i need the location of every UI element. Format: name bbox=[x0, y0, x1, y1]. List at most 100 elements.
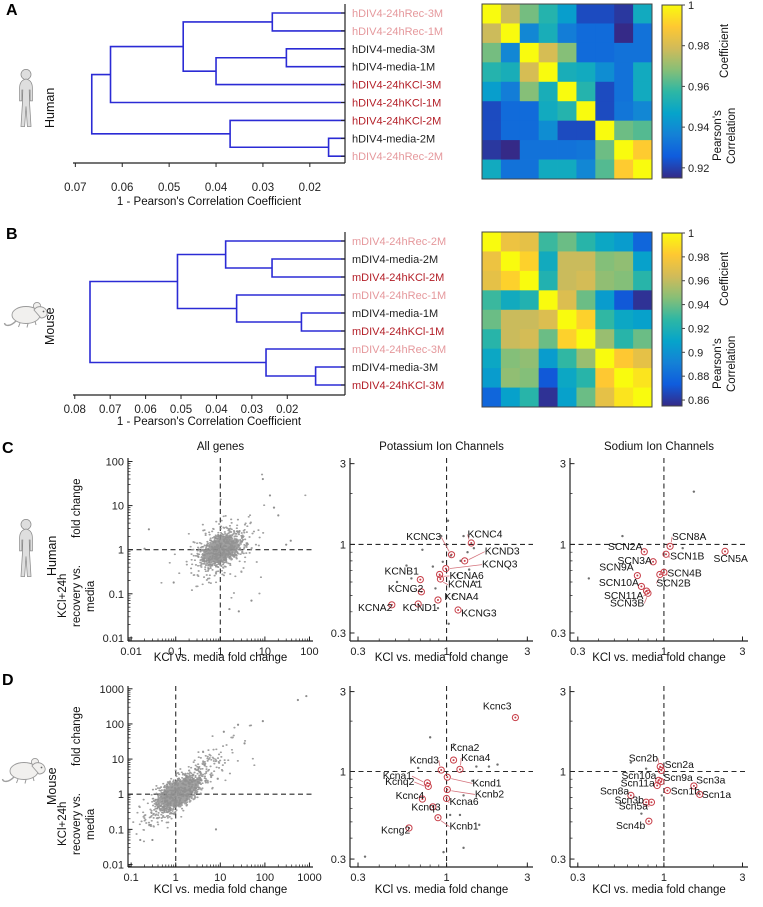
unlabeled-gene-point bbox=[452, 594, 455, 597]
heatmap-cell bbox=[595, 81, 615, 102]
gene-marker-dot bbox=[436, 816, 439, 819]
unlabeled-gene-point bbox=[475, 765, 478, 768]
x-tick-label: 1 bbox=[661, 872, 667, 884]
gene-label: Scn3a bbox=[696, 775, 725, 786]
heatmap-cell bbox=[576, 290, 596, 311]
unlabeled-gene-point bbox=[447, 622, 450, 625]
gene-label: KCNB1 bbox=[384, 566, 419, 577]
gene-label-connector bbox=[460, 757, 462, 766]
gene-label-connector bbox=[467, 534, 470, 540]
gene-marker-dot bbox=[444, 567, 447, 570]
heatmap-cell bbox=[576, 62, 596, 83]
y-tick-label: 1 bbox=[340, 539, 346, 551]
outlier-point bbox=[305, 694, 308, 698]
heatmap-cell bbox=[500, 140, 521, 160]
heatmap-cell bbox=[482, 4, 502, 24]
x-tick-label: 0.06 bbox=[111, 182, 133, 194]
yaxis-label-line2: fold change bbox=[71, 706, 83, 766]
gene-marker-dot bbox=[645, 801, 648, 804]
heatmap-cell bbox=[595, 387, 615, 408]
gene-marker bbox=[640, 548, 648, 556]
gene-label: KCNG3 bbox=[461, 609, 497, 620]
x-tick-label: 1 bbox=[173, 872, 179, 884]
gene-marker bbox=[657, 778, 665, 786]
heatmap-cell bbox=[595, 368, 615, 388]
x-tick-label: 10 bbox=[214, 872, 226, 884]
unlabeled-gene-point bbox=[587, 577, 591, 580]
x-tick-label: 0.1 bbox=[123, 872, 138, 884]
heatmap-cell bbox=[576, 159, 596, 180]
gene-label: Kcnc4 bbox=[396, 791, 425, 802]
heatmap-cell bbox=[633, 251, 653, 272]
heatmap-cell bbox=[633, 4, 653, 24]
gene-marker bbox=[442, 565, 450, 573]
heatmap-cell bbox=[576, 42, 596, 63]
gene-label: KCNA6 bbox=[449, 571, 484, 582]
unlabeled-gene-point bbox=[440, 534, 443, 538]
human-all-genes-scatter: 0.01 0.1 1 10 100 100 10 1 0.1 0.01 bbox=[103, 456, 319, 658]
leaf-label: mDIV4-24hRec-1M bbox=[352, 290, 446, 302]
gene-marker bbox=[437, 766, 445, 774]
outlier-point bbox=[268, 494, 272, 497]
heatmap-cell bbox=[500, 42, 521, 63]
mouse-dendrogram: 0.08 0.07 0.06 0.05 0.04 0.03 0.02 mDIV4-24hRec… bbox=[64, 232, 446, 416]
gene-marker-dot bbox=[450, 553, 453, 556]
heatmap-cell bbox=[500, 159, 521, 180]
scatter-d-yaxis-label: KCl+24h recovery vs. media fold change bbox=[57, 692, 97, 868]
gene-marker bbox=[696, 790, 704, 798]
gene-label: Kcna6 bbox=[449, 797, 478, 808]
gene-cloud bbox=[142, 774, 188, 843]
gene-label: KCNC4 bbox=[468, 529, 503, 540]
heatmap-cell bbox=[538, 290, 558, 311]
heatmap-cell bbox=[633, 232, 653, 252]
leaf-label: hDIV4-24hRec-3M bbox=[352, 8, 443, 20]
x-tick-label: 1 bbox=[443, 872, 449, 884]
gene-marker bbox=[657, 766, 665, 775]
human-icon bbox=[19, 519, 33, 577]
heatmap-cell bbox=[500, 81, 521, 102]
heatmap-cell bbox=[633, 290, 653, 311]
dendrogram-link bbox=[271, 12, 345, 32]
unlabeled-gene-point bbox=[431, 565, 435, 568]
gene-marker bbox=[424, 782, 432, 790]
gene-marker-dot bbox=[665, 553, 668, 556]
heatmap-cell bbox=[557, 329, 577, 350]
heatmap-cell bbox=[576, 23, 596, 44]
gene-marker-dot bbox=[659, 780, 662, 783]
gene-marker-dot bbox=[463, 559, 466, 562]
outlier-point bbox=[261, 720, 264, 723]
gene-marker bbox=[666, 542, 674, 550]
gene-marker bbox=[637, 582, 646, 591]
gene-marker bbox=[423, 779, 431, 787]
heatmap-cell bbox=[614, 62, 634, 83]
unlabeled-gene-point bbox=[478, 823, 481, 827]
x-tick-label: 0.05 bbox=[158, 182, 180, 194]
gene-label-connector bbox=[411, 775, 424, 783]
x-tick-label: 0.3 bbox=[350, 872, 365, 884]
gene-label-connector bbox=[643, 597, 648, 604]
x-tick-label: 0.01 bbox=[120, 646, 141, 658]
gene-marker-dot bbox=[669, 545, 672, 548]
heatmap-cell bbox=[557, 309, 577, 330]
heatmap-cell bbox=[482, 23, 502, 44]
heatmap-cell bbox=[519, 251, 540, 272]
gene-label: KCNC3 bbox=[406, 532, 441, 543]
heatmap-cell bbox=[633, 309, 653, 330]
heatmap-cell bbox=[633, 101, 653, 122]
unlabeled-gene-point bbox=[458, 813, 462, 817]
colorbar-b-label: Pearson's Correlation Coefficient bbox=[710, 236, 740, 406]
gene-label: Scn1b bbox=[671, 786, 700, 797]
heatmap-cell bbox=[576, 4, 596, 24]
colorbar-a-label: Pearson's Correlation Coefficient bbox=[710, 8, 740, 178]
heatmap-border bbox=[481, 231, 653, 408]
x-tick-label: 0.03 bbox=[252, 182, 274, 194]
gene-marker bbox=[662, 550, 670, 558]
heatmap-cell bbox=[482, 42, 502, 63]
gene-marker bbox=[388, 601, 396, 609]
outlier-point bbox=[143, 547, 146, 550]
gene-marker-dot bbox=[629, 794, 632, 797]
unlabeled-gene-point bbox=[462, 794, 465, 797]
human-icon bbox=[19, 69, 33, 127]
gene-marker bbox=[461, 557, 469, 565]
x-tick-label: 1000 bbox=[297, 872, 321, 884]
